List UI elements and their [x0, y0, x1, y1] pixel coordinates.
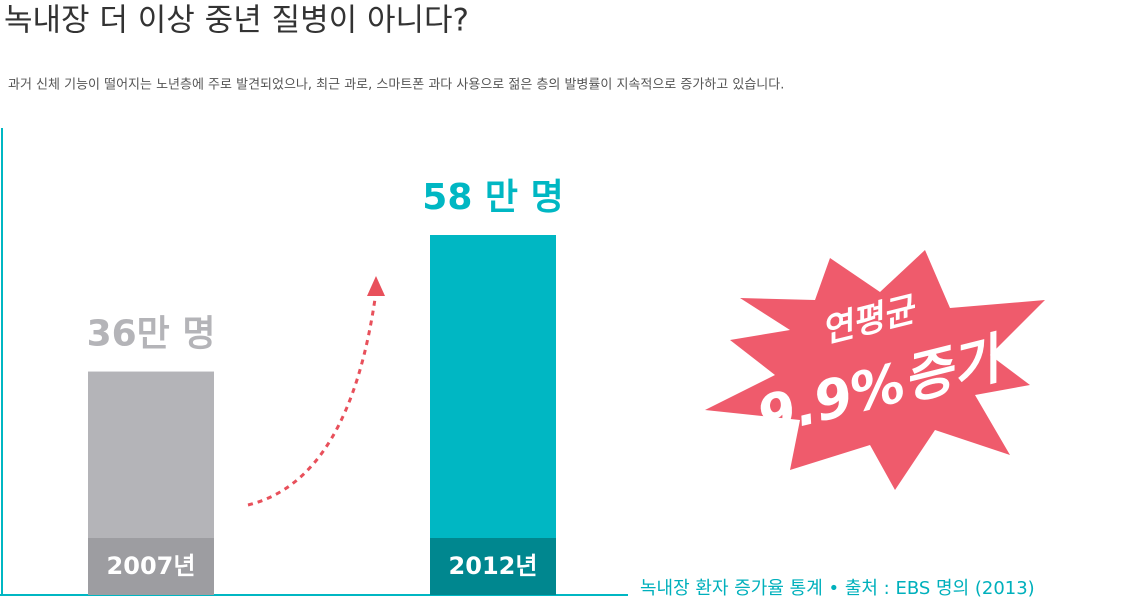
label-box: [430, 538, 556, 595]
x-tick-label: 2007년: [107, 552, 196, 580]
value-label: 36만 명: [87, 314, 216, 355]
bar: [430, 235, 556, 595]
starburst: [705, 250, 1045, 490]
value-label: 58 만 명: [422, 177, 563, 218]
subtitle: 과거 신체 기능이 떨어지는 노년층에 주로 발견되었으나, 최근 과로, 스마…: [8, 78, 784, 93]
arrow-head: [367, 276, 385, 296]
label-box: [88, 538, 214, 595]
source: 녹내장 환자 증가율 통계 • 출처 : EBS 명의 (2013): [640, 578, 1035, 599]
trend-arrow: [247, 291, 378, 507]
chart-title: 녹내장 더 이상 중년 질병이 아니다?: [4, 3, 469, 39]
x-tick-label: 2012년: [449, 552, 538, 580]
